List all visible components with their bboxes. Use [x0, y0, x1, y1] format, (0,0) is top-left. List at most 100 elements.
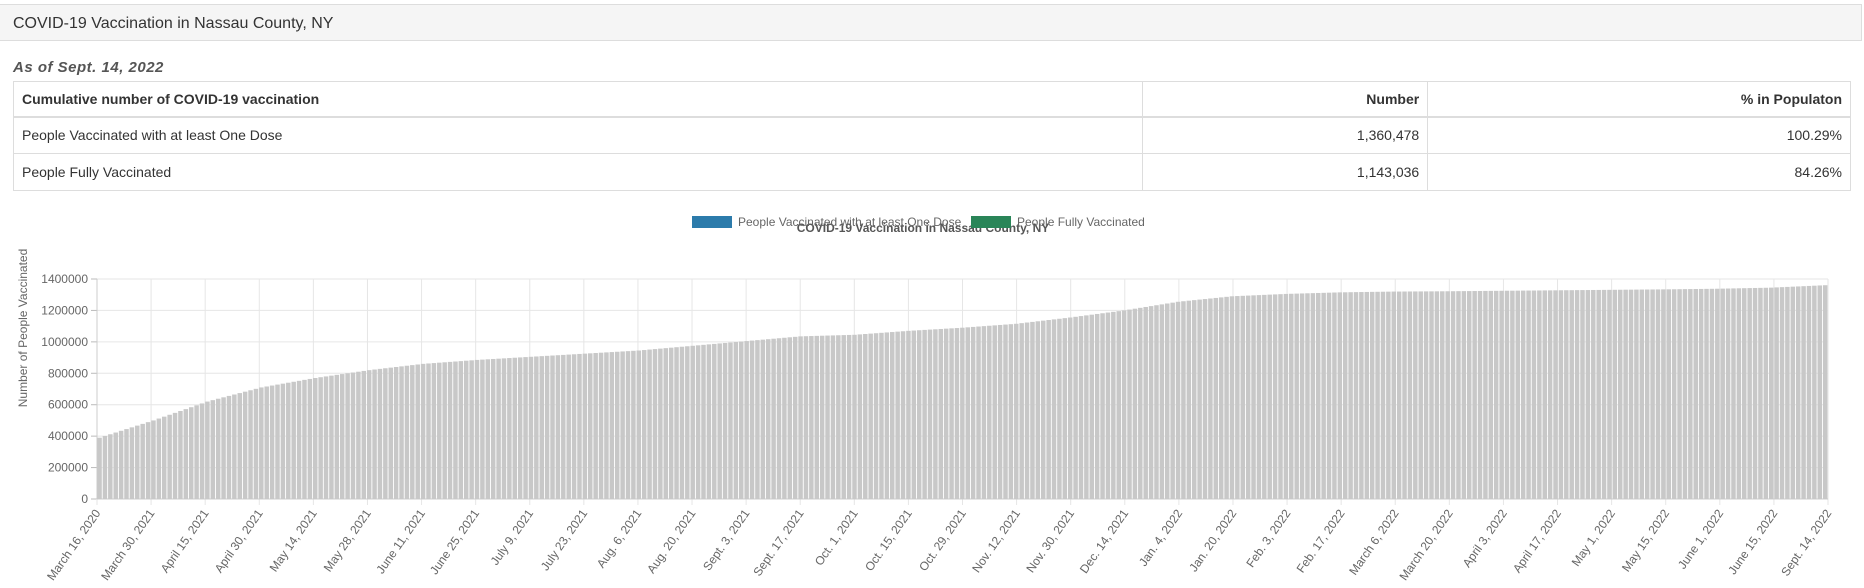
legend-swatch-fully: [971, 216, 1011, 228]
table-row: People Vaccinated with at least One Dose…: [12, 116, 1851, 154]
bar: [658, 348, 663, 499]
bar: [771, 338, 776, 499]
bar: [987, 325, 992, 499]
bar: [1035, 321, 1041, 499]
bar: [1801, 286, 1806, 499]
x-tick-label: Sept. 14, 2022: [1778, 506, 1834, 578]
bar: [1413, 291, 1418, 499]
bar: [1224, 296, 1229, 499]
bar: [350, 372, 356, 499]
bar: [1418, 291, 1423, 499]
bar: [787, 337, 793, 499]
bar: [1278, 294, 1283, 499]
bar: [960, 327, 965, 499]
bar: [307, 378, 313, 499]
bar: [97, 437, 102, 499]
bar: [544, 355, 550, 499]
bar: [1353, 292, 1359, 499]
bar: [1321, 292, 1326, 499]
bar: [135, 425, 140, 499]
bar: [1607, 289, 1612, 499]
bar: [1235, 296, 1240, 499]
bar: [1677, 289, 1682, 499]
bar: [571, 354, 577, 499]
bar: [981, 326, 987, 499]
bar: [1591, 289, 1596, 499]
bar: [1046, 320, 1051, 499]
bar: [383, 368, 388, 499]
bar: [1585, 290, 1591, 499]
bar: [819, 335, 825, 499]
bar: [1170, 302, 1175, 499]
bar: [1024, 322, 1030, 499]
bar: [215, 398, 221, 499]
bar: [1326, 292, 1332, 499]
bar: [102, 435, 108, 499]
bar: [1375, 291, 1380, 499]
bar: [776, 338, 782, 499]
row-label: People Vaccinated with at least One Dose: [12, 116, 1144, 154]
bar: [1553, 290, 1558, 499]
bar: [641, 350, 647, 499]
bar: [1515, 290, 1521, 499]
bar: [323, 376, 329, 499]
x-tick-label: March 16, 2020: [44, 506, 103, 583]
bar: [1089, 314, 1095, 499]
bar: [949, 328, 954, 499]
bar: [469, 360, 474, 499]
bar: [1440, 291, 1445, 499]
bar: [501, 358, 507, 499]
page-title: COVID-19 Vaccination in Nassau County, N…: [13, 15, 334, 32]
bar: [1747, 288, 1752, 499]
bar: [113, 432, 118, 499]
bar: [652, 349, 658, 499]
bar: [366, 370, 372, 499]
bar: [1423, 291, 1429, 499]
bar: [566, 354, 571, 499]
bar: [1785, 286, 1790, 499]
x-tick-label: March 6, 2022: [1346, 506, 1402, 577]
bar: [1067, 317, 1073, 499]
bar: [857, 334, 863, 499]
bar: [1504, 290, 1510, 499]
bar: [1316, 292, 1321, 499]
bar: [873, 333, 879, 499]
bar: [1175, 301, 1181, 499]
bar: [609, 352, 615, 499]
bar: [388, 367, 393, 499]
bar: [933, 329, 938, 499]
bar: [841, 335, 846, 499]
bar: [291, 381, 296, 499]
bar: [830, 335, 836, 499]
bar: [523, 357, 528, 499]
bar: [1488, 290, 1494, 499]
bar: [296, 380, 302, 499]
bar: [1391, 291, 1396, 499]
bar: [593, 353, 598, 499]
bar: [1299, 293, 1305, 499]
bar: [760, 339, 766, 499]
bar: [1531, 290, 1537, 499]
bar: [1644, 289, 1650, 499]
bar: [809, 336, 814, 499]
bar: [453, 361, 458, 499]
bar: [1493, 290, 1499, 499]
bar: [943, 328, 949, 499]
bar: [1111, 311, 1116, 499]
bar: [1736, 288, 1742, 499]
bar: [1008, 324, 1014, 499]
bar: [1154, 305, 1159, 499]
bar: [496, 358, 501, 499]
bar: [1693, 288, 1698, 499]
bar: [1537, 290, 1542, 499]
bar: [1332, 292, 1337, 499]
bar: [631, 350, 636, 499]
bar: [825, 335, 830, 499]
bar: [647, 349, 652, 499]
x-tick-label: Nov. 30, 2021: [1023, 506, 1077, 575]
x-tick-label: Aug. 20, 2021: [644, 506, 699, 576]
bar: [1057, 318, 1062, 499]
bar: [976, 326, 981, 499]
bar: [329, 375, 334, 499]
bar: [1731, 288, 1736, 499]
